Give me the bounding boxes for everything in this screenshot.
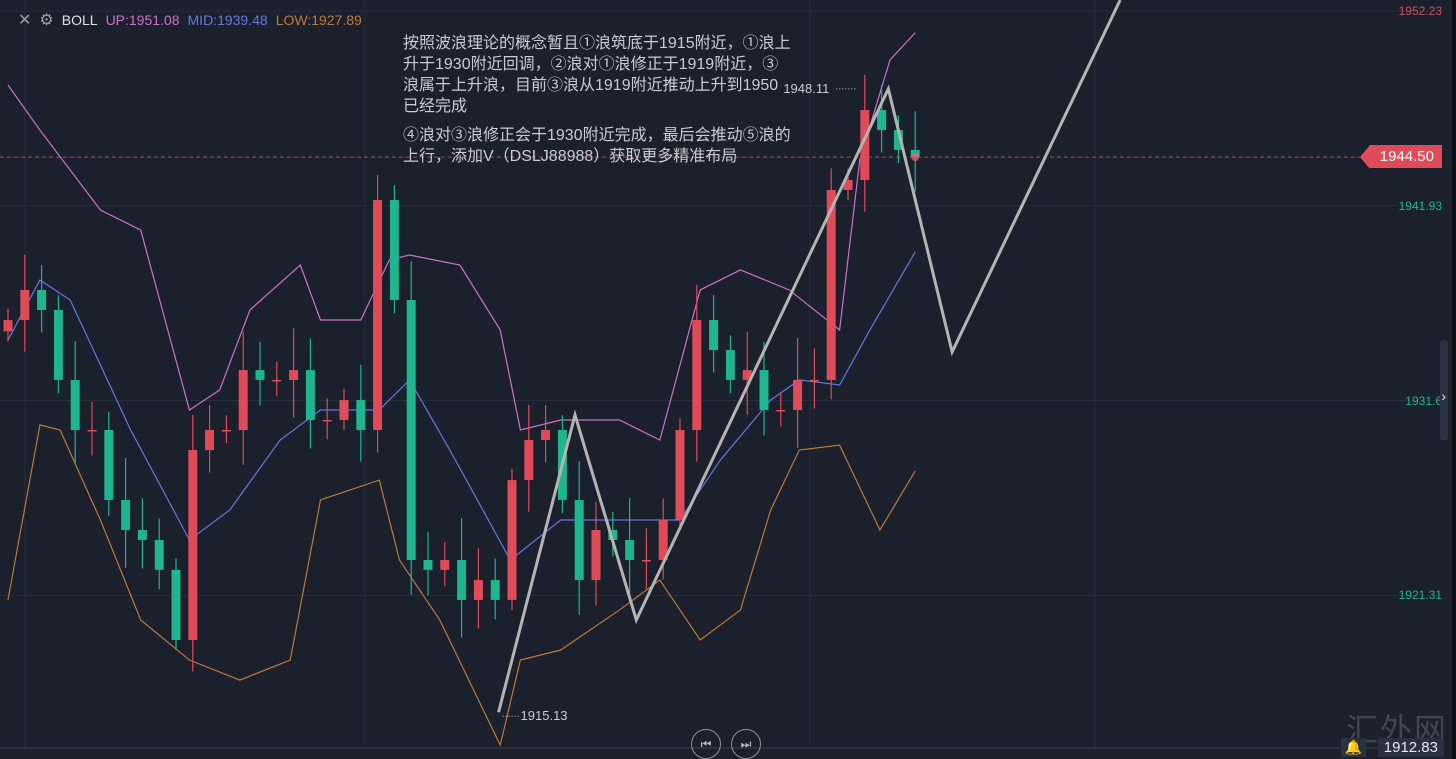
candle-body [154,540,164,570]
scroll-to-end-button[interactable]: ⏭ [731,729,761,759]
candle-body [809,379,819,382]
low-price-label: 1915.13 [520,708,568,724]
candle-body [87,430,97,432]
candle-body [3,320,13,332]
candle-body [104,430,114,500]
candle-body [221,430,231,432]
skip-forward-icon: ⏭ [740,736,752,751]
candle-body [205,430,215,451]
candle-body [641,560,651,562]
candle-body [289,370,299,380]
price-scrollbar[interactable] [1440,340,1448,440]
candle-body [272,379,282,382]
price-axis-tick: 1952.23 [1398,4,1442,18]
gear-icon[interactable]: ⚙ [39,12,54,29]
boll-low-value: LOW:1927.89 [275,12,362,28]
candle-body [658,519,668,561]
candle-body [389,200,399,300]
boll-upper-line [7,32,916,441]
candle-body [675,430,685,520]
candle-body [574,499,584,581]
indicator-legend: ✕ ⚙ BOLL UP:1951.08 MID:1939.48 LOW:1927… [18,10,362,30]
last-price-glow [911,153,920,162]
candle-body [692,320,702,431]
indicator-name: BOLL [61,12,98,28]
candle-body [759,370,769,410]
candle-body [877,110,887,131]
candle-body [255,370,265,380]
current-price-tag: 1944.50 [1359,145,1442,170]
candle-body [423,560,433,570]
candle-body [860,110,870,180]
note-paragraph-1: 按照波浪理论的概念暂且①浪筑底于1915附近，①浪上升于1930附近回调，②浪对… [403,35,791,115]
candle-body [507,480,517,600]
boll-up-value: UP:1951.08 [105,12,180,28]
candle-body [440,560,450,570]
candle-body [137,529,147,541]
candle-body [188,450,198,640]
candle-body [356,399,366,431]
candle-body [490,580,500,600]
candle-body [457,560,467,600]
candle-body [322,419,332,422]
bottom-price-label: 1912.83 [1377,738,1444,757]
bell-icon[interactable]: 🔔 [1340,738,1366,757]
price-axis-tick: 1921.31 [1398,588,1442,603]
candle-body [608,529,618,541]
chevron-right-icon[interactable]: › [1441,388,1446,404]
candle-body [826,189,836,380]
candle-body [473,580,483,600]
candle-body [893,130,903,150]
boll-mid-line [7,251,916,561]
candle-body [171,569,181,640]
boll-mid-value: MID:1939.48 [187,12,268,28]
candle-body [776,409,786,412]
wave-analysis-note: 按照波浪理论的概念暂且①浪筑底于1915附近，①浪上升于1930附近回调，②浪对… [403,33,793,175]
candle-body [121,499,131,530]
candle-body [843,179,853,190]
elliott-wave-line [497,0,1122,713]
scroll-to-start-button[interactable]: ⏮ [691,729,721,759]
candle-body [53,309,63,380]
candle-body [793,379,803,410]
window-edge [1452,0,1456,759]
price-axis-tick: 1941.93 [1398,198,1442,213]
candle-body [725,350,735,380]
skip-back-icon: ⏮ [700,736,712,751]
candle-body [406,299,416,561]
close-icon[interactable]: ✕ [18,12,32,29]
candle-body [339,399,349,420]
note-paragraph-2: ④浪对③浪修正会于1930附近完成，最后会推动⑤浪的上行，添加V（DSLJ889… [403,127,791,165]
candle-body [373,200,383,431]
candle-body [524,440,534,481]
candle-body [625,540,635,561]
candle-body [709,320,719,351]
high-price-label: 1948.11 [783,80,830,96]
candle-body [305,370,315,420]
candle-body [20,289,30,321]
candle-body [742,370,752,380]
candle-body [37,289,47,310]
candle-body [541,430,551,441]
boll-lower-line [7,424,916,747]
price-axis-tick: 1931.6 [1405,393,1442,408]
candle-body [70,379,80,431]
candle-body [238,370,248,431]
candle-body [591,529,601,581]
